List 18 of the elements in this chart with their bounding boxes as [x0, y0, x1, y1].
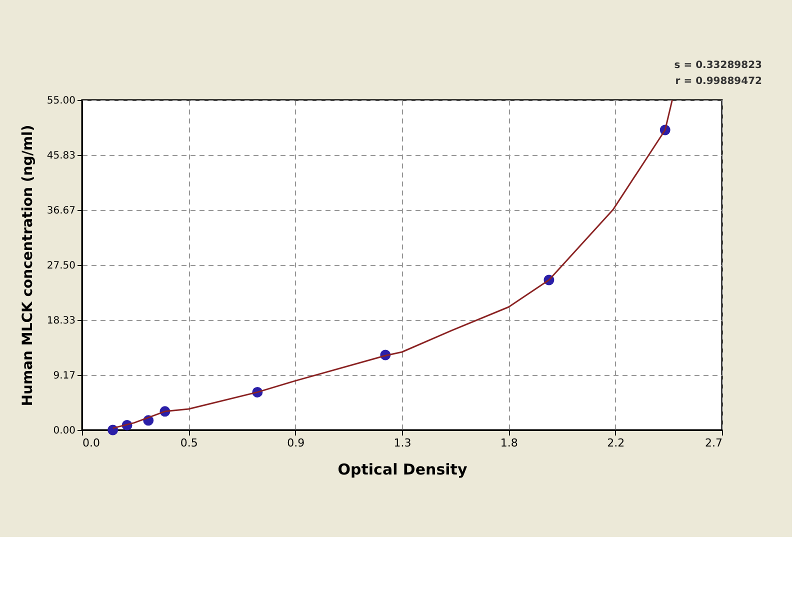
- text: s = 0.33289823: [674, 60, 762, 71]
- text: r = 0.99889472: [675, 76, 762, 87]
- x-tick-label: 0.0: [82, 436, 100, 450]
- y-tick-label: 45.83: [46, 150, 76, 162]
- x-tick-label: 0.9: [287, 436, 305, 450]
- y-tick-label: 36.67: [46, 205, 76, 216]
- x-tick-label: 1.8: [500, 436, 518, 450]
- x-tick-label: 2.2: [607, 436, 625, 450]
- y-axis-title: Human MLCK concentration (ng/ml): [20, 124, 36, 406]
- x-tick-label: 2.7: [705, 436, 722, 450]
- x-tick-label: 1.3: [394, 436, 412, 450]
- y-tick-label: 18.33: [46, 316, 76, 327]
- y-tick-label: 55.00: [46, 96, 76, 106]
- y-tick-label: 27.50: [46, 260, 76, 272]
- x-tick-label: 0.5: [180, 436, 198, 450]
- x-axis-title: Optical Density: [338, 460, 468, 478]
- y-tick-label: 0.00: [53, 426, 76, 436]
- y-tick-label: 9.17: [53, 370, 76, 382]
